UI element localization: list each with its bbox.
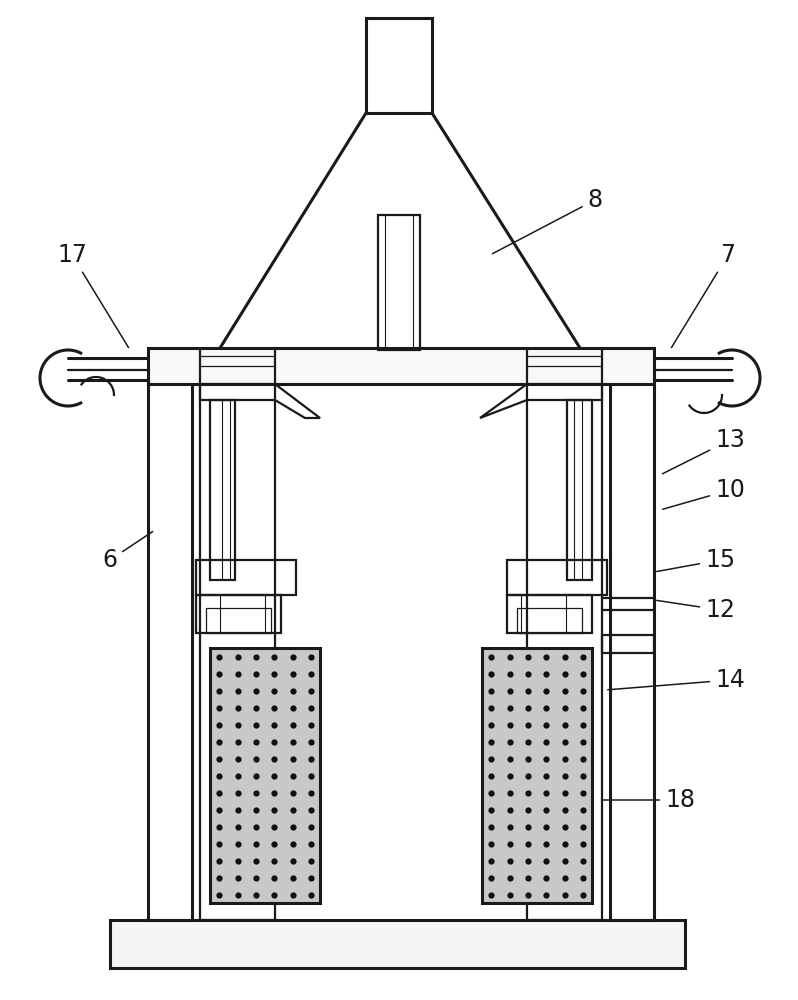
Bar: [196, 595, 281, 633]
Text: 13: 13: [662, 428, 745, 474]
Bar: [482, 648, 592, 903]
Bar: [210, 400, 235, 580]
Text: 8: 8: [492, 188, 602, 254]
Text: 17: 17: [57, 243, 128, 348]
Bar: [110, 920, 685, 968]
Text: 6: 6: [102, 532, 152, 572]
Text: 10: 10: [662, 478, 745, 509]
Text: 18: 18: [602, 788, 695, 812]
Bar: [610, 380, 654, 920]
Bar: [507, 560, 607, 595]
Bar: [366, 18, 432, 113]
Bar: [507, 595, 592, 633]
Bar: [148, 380, 192, 920]
Text: 12: 12: [657, 598, 735, 622]
Text: 7: 7: [671, 243, 736, 348]
Bar: [517, 608, 582, 633]
Text: 15: 15: [657, 548, 735, 572]
Bar: [210, 648, 320, 903]
Bar: [602, 635, 654, 653]
Bar: [378, 215, 420, 350]
Bar: [148, 348, 654, 384]
Bar: [200, 380, 275, 920]
Bar: [196, 560, 296, 595]
Bar: [206, 608, 271, 633]
Bar: [527, 380, 602, 920]
Text: 14: 14: [608, 668, 745, 692]
Bar: [567, 400, 592, 580]
